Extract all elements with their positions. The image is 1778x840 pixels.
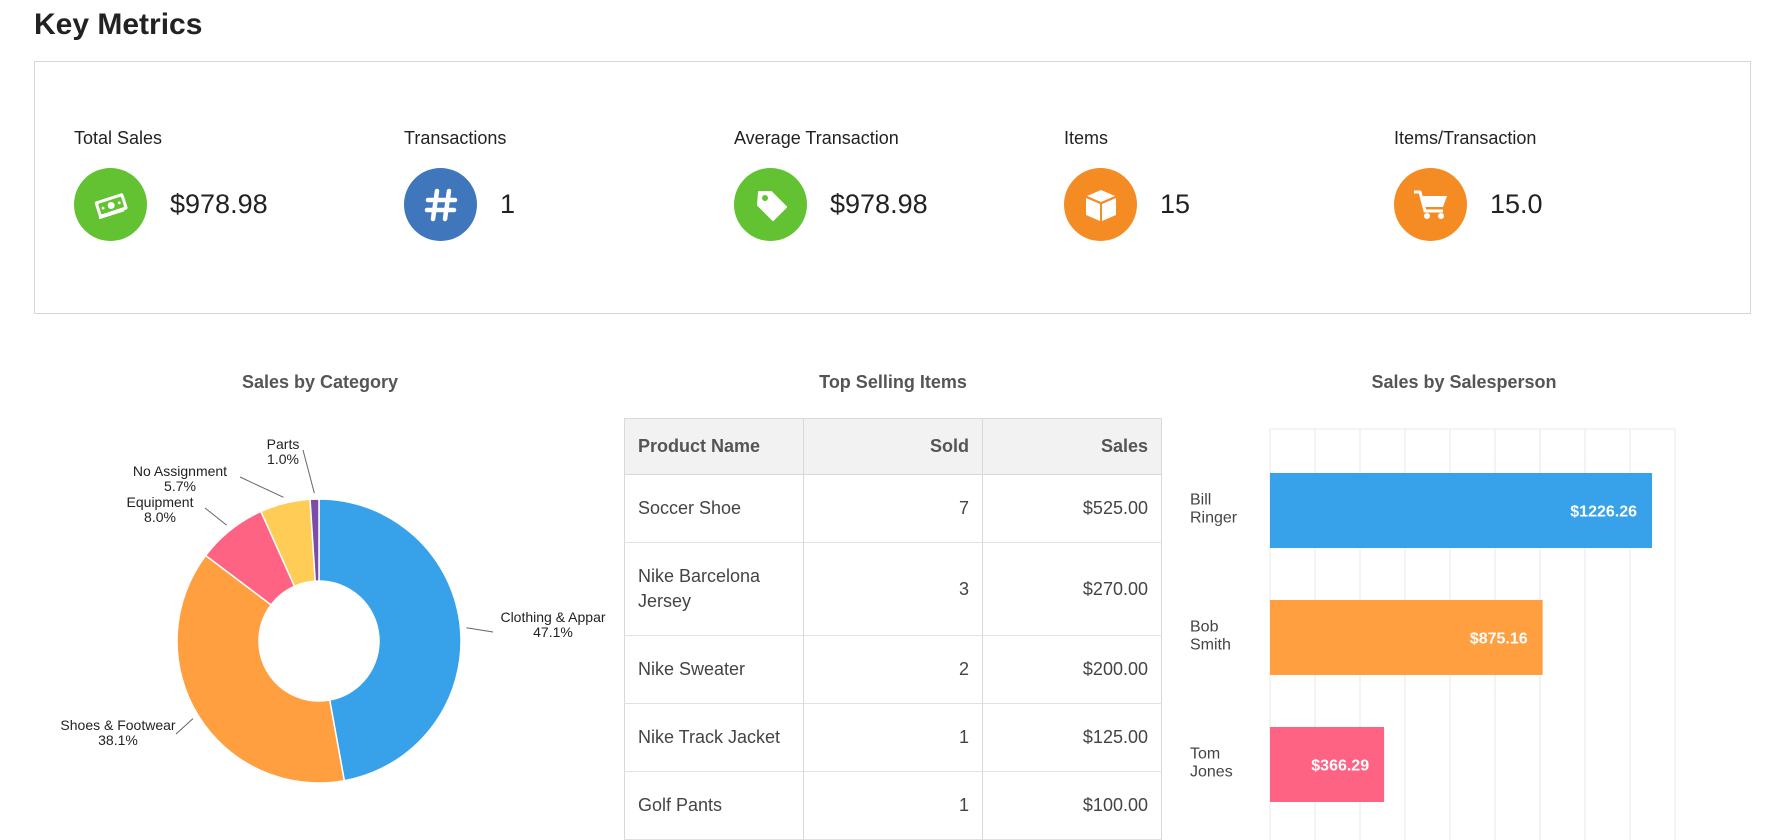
category-chart-title: Sales by Category: [241, 372, 399, 392]
pie-slice-percent: 1.0%: [267, 451, 299, 467]
bar-value-label: $366.29: [1311, 758, 1369, 775]
metric-value: 15.0: [1490, 189, 1543, 219]
cart-icon: [1394, 168, 1467, 241]
hash-icon: [404, 168, 477, 241]
bar-category-label: Ringer: [1190, 510, 1238, 527]
bar-value-label: $875.16: [1470, 631, 1528, 648]
page-title: Key Metrics: [34, 8, 203, 41]
table-row: Nike Sweater 2 $200.00: [624, 635, 1162, 704]
sales-cell: $525.00: [982, 474, 1162, 543]
metric-transactions: Transactions 1: [404, 128, 515, 241]
metric-label: Total Sales: [74, 128, 163, 148]
pie-slice-label: Equipment: [127, 494, 194, 510]
metric-average-transaction: Average Transaction $978.98: [734, 128, 928, 241]
pie-slice[interactable]: [176, 554, 346, 784]
metric-items: Items 15: [1064, 128, 1190, 241]
bar-category-label: Smith: [1190, 637, 1231, 654]
column-header-sales[interactable]: Sales: [982, 418, 1162, 475]
bar[interactable]: [1270, 600, 1543, 675]
product-name-cell: Nike Track Jacket: [624, 703, 804, 772]
pie-leader-line: [466, 627, 494, 633]
pie-slice-label: No Assignment: [133, 463, 227, 479]
product-name-cell: Nike Barcelona Jersey: [624, 542, 804, 636]
metric-total-sales: Total Sales $978.98: [74, 128, 268, 241]
table-row: Soccer Shoe 7 $525.00: [624, 474, 1162, 543]
table-row: Nike Barcelona Jersey 3 $270.00: [624, 542, 1162, 636]
money-icon: [74, 168, 147, 241]
pie-leader-line: [239, 476, 284, 498]
metric-value: $978.98: [830, 189, 928, 219]
sold-cell: 7: [803, 474, 983, 543]
box-icon: [1064, 168, 1137, 241]
pie-slice-percent: 38.1%: [98, 732, 138, 748]
bar-category-label: Bill: [1190, 492, 1211, 509]
salesperson-chart-title: Sales by Salesperson: [1371, 372, 1557, 392]
metric-value: $978.98: [170, 189, 268, 219]
pie-slice-percent: 5.7%: [164, 478, 196, 494]
sales-cell: $125.00: [982, 703, 1162, 772]
metric-label: Average Transaction: [734, 128, 899, 148]
metric-label: Items/Transaction: [1394, 128, 1537, 148]
bar[interactable]: [1270, 727, 1385, 802]
top-items-title: Top Selling Items: [819, 372, 967, 392]
metric-value: 1: [500, 189, 516, 219]
sales-cell: $100.00: [982, 771, 1162, 840]
bar-value-label: $1226.26: [1570, 504, 1637, 521]
tag-icon: [734, 168, 807, 241]
metric-label: Items: [1064, 128, 1109, 148]
pie-slice[interactable]: [309, 498, 320, 582]
pie-slice-percent: 8.0%: [144, 509, 176, 525]
table-header-row: Product Name Sold Sales: [624, 418, 1162, 475]
sold-cell: 1: [803, 703, 983, 772]
sales-cell: $270.00: [982, 542, 1162, 636]
pie-slice-label: Clothing & Appar: [500, 609, 605, 625]
pie-leader-line: [175, 718, 194, 735]
pie-leader-line: [204, 507, 228, 526]
metric-label: Transactions: [404, 128, 507, 148]
pie-slice-label: Parts: [267, 436, 300, 452]
top-items-table: Product Name Sold Sales Soccer Shoe 7 $5…: [624, 418, 1162, 840]
column-header-sold[interactable]: Sold: [803, 418, 983, 475]
product-name-cell: Golf Pants: [624, 771, 804, 840]
bar-category-label: Bob: [1190, 619, 1219, 636]
column-header-product-name[interactable]: Product Name: [624, 418, 804, 475]
bar-category-label: Tom: [1190, 746, 1220, 763]
pie-leader-line: [302, 449, 315, 494]
sold-cell: 1: [803, 771, 983, 840]
pie-slice-percent: 47.1%: [533, 624, 573, 640]
metric-value: 15: [1160, 189, 1191, 219]
table-row: Nike Track Jacket 1 $125.00: [624, 703, 1162, 772]
bar[interactable]: [1270, 473, 1653, 548]
table-row: Golf Pants 1 $100.00: [624, 771, 1162, 840]
sold-cell: 2: [803, 635, 983, 704]
product-name-cell: Soccer Shoe: [624, 474, 804, 543]
pie-slice-label: Shoes & Footwear: [60, 717, 176, 733]
sold-cell: 3: [803, 542, 983, 636]
key-metrics-panel: Total Sales $978.98 Transactions: [34, 61, 1751, 314]
bar-category-label: Jones: [1190, 764, 1233, 781]
pie-slice[interactable]: [318, 498, 462, 782]
product-name-cell: Nike Sweater: [624, 635, 804, 704]
sales-cell: $200.00: [982, 635, 1162, 704]
metric-items-per-transaction: Items/Transaction 15.0: [1394, 128, 1543, 241]
